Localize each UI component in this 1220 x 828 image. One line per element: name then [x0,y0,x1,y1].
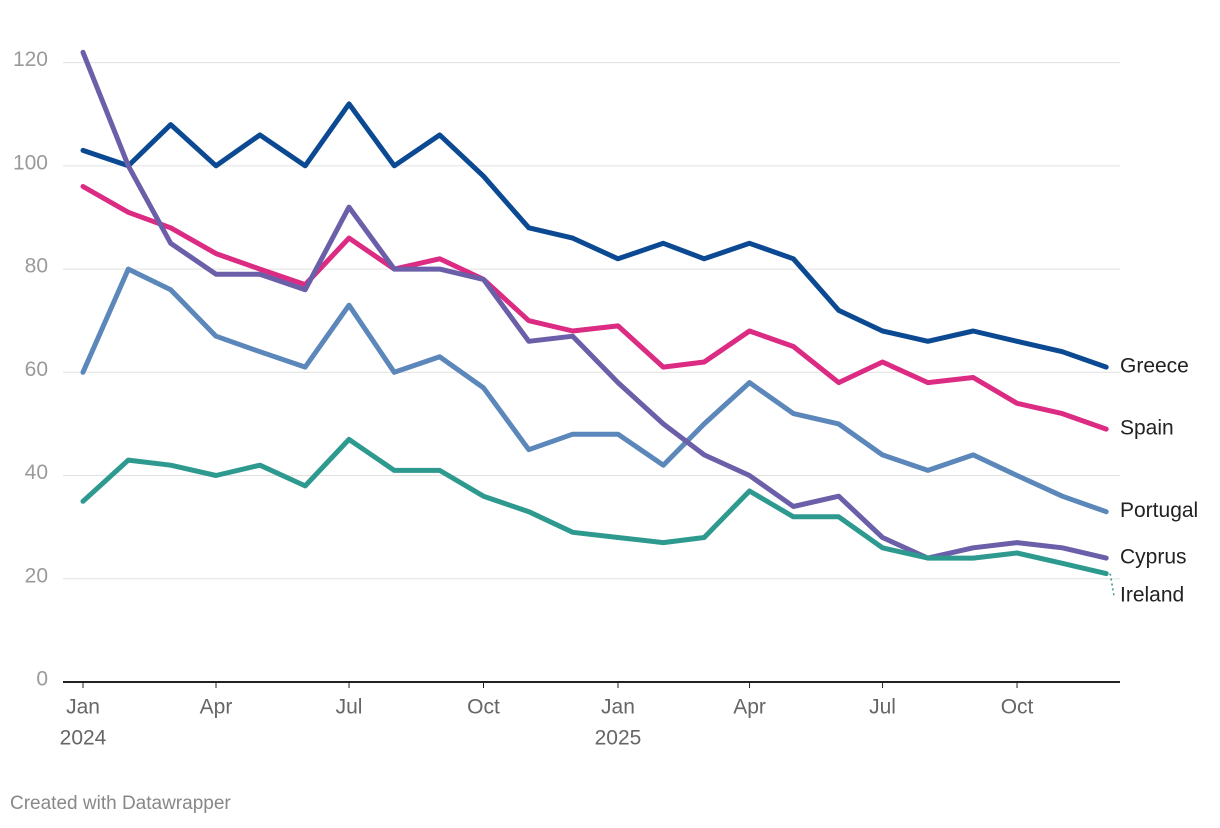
x-tick-label: Jan [66,696,100,719]
y-tick-label: 20 [25,564,48,587]
y-tick-label: 40 [25,461,48,484]
series-label: Ireland [1120,584,1184,607]
y-tick-label: 80 [25,255,48,278]
credit: Created with Datawrapper [10,793,231,814]
series-label: Spain [1120,417,1174,440]
series-label: Greece [1120,355,1189,378]
label-connector [1109,573,1115,597]
x-tick-label: Jan [601,696,635,719]
x-tick-label: Oct [1001,696,1034,719]
series-label: Cyprus [1120,546,1187,569]
y-tick-label: 120 [13,48,48,71]
y-tick-label: 100 [13,151,48,174]
series-label: Portugal [1120,499,1198,522]
x-tick-label: Apr [200,696,233,719]
x-tick-year: 2025 [595,727,642,750]
y-tick-label: 0 [36,668,48,691]
x-tick-year: 2024 [60,727,107,750]
x-tick-label: Jul [869,696,896,719]
series-line [80,101,1109,370]
series-line [80,49,1109,561]
series-line [80,266,1109,515]
series-line [80,184,1109,432]
y-tick-label: 60 [25,358,48,381]
x-tick-label: Jul [336,696,363,719]
series-line [80,436,1109,577]
x-tick-label: Apr [733,696,766,719]
x-tick-label: Oct [467,696,500,719]
